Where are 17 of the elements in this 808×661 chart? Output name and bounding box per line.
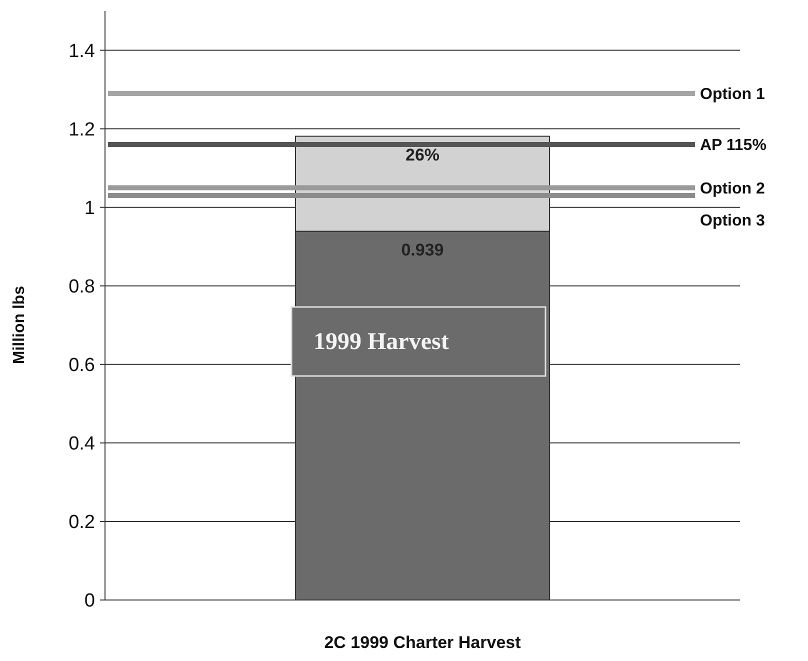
x-tick-label: 2C 1999 Charter Harvest [324, 633, 522, 652]
ref-line-label: Option 2 [700, 180, 765, 198]
y-tick-label: 0.2 [68, 512, 95, 534]
series-label: 1999 Harvest [314, 329, 449, 355]
annotation: 26% [405, 145, 440, 164]
y-tick-label: 0.6 [68, 355, 95, 376]
y-tick-label: 1.2 [68, 119, 95, 140]
y-tick-label: 1.4 [68, 40, 96, 62]
y-tick-label: 0.8 [68, 276, 95, 298]
data-label: 0.939 [401, 240, 444, 260]
y-axis-title: Million lbs [11, 286, 28, 364]
y-tick-label: 0 [84, 590, 95, 612]
y-tick-label: 1 [84, 198, 95, 219]
ref-line-label: Option 1 [700, 86, 765, 104]
ref-line-label: AP 115% [700, 137, 766, 154]
ref-line-label: Option 3 [700, 212, 765, 230]
y-tick-label: 0.4 [68, 434, 96, 455]
